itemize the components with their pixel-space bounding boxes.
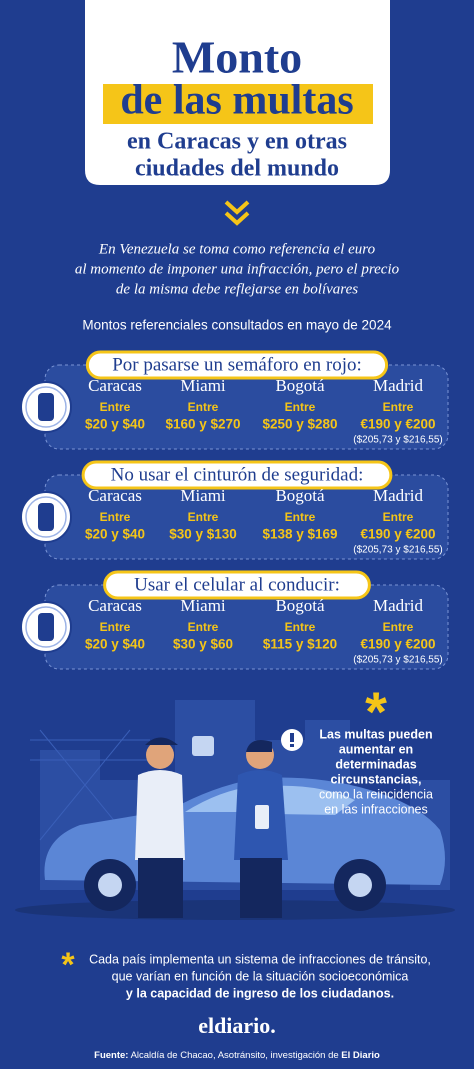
callout-line: Las multas pueden [319, 727, 432, 741]
city-name: Madrid [373, 596, 424, 615]
brand: eldiario. [198, 1013, 276, 1038]
fine-range: €190 y €200 [360, 637, 435, 652]
city-name: Bogotá [275, 596, 325, 615]
section-title-pill [85, 350, 389, 380]
fine-range: $20 y $40 [85, 417, 145, 432]
fine-prefix: Entre [383, 620, 414, 634]
city-name: Bogotá [275, 486, 325, 505]
fine-note: ($205,73 y $216,55) [353, 545, 443, 556]
section-title-pill [103, 570, 371, 600]
chevrons [224, 200, 250, 226]
footnote-asterisk: * [61, 946, 75, 984]
fine-prefix: Entre [383, 400, 414, 414]
fine-prefix: Entre [100, 400, 131, 414]
source: Fuente: Alcaldía de Chacao, Asotránsito,… [94, 1050, 380, 1061]
section-title: Por pasarse un semáforo en rojo: [112, 354, 362, 375]
title-line: de las multas [120, 78, 353, 124]
city-name: Bogotá [275, 376, 325, 395]
fine-prefix: Entre [100, 620, 131, 634]
illustration [15, 700, 455, 920]
city-name: Madrid [373, 376, 424, 395]
fine-range: $30 y $60 [173, 637, 233, 652]
svg-text:*: * [365, 680, 387, 743]
title-highlight [103, 84, 373, 124]
fine-prefix: Entre [285, 620, 316, 634]
fine-prefix: Entre [285, 400, 316, 414]
fine-range: $30 y $130 [169, 527, 237, 542]
section-icon-glyph [38, 393, 54, 421]
section-title: No usar el cinturón de seguridad: [111, 464, 364, 485]
section-icon-glyph [38, 613, 54, 641]
city-name: Caracas [88, 486, 142, 505]
fine-range: €190 y €200 [360, 527, 435, 542]
section-icon-ring [25, 386, 67, 428]
section-title-pill [81, 460, 393, 490]
fine-prefix: Entre [188, 400, 219, 414]
section-icon-ring [25, 606, 67, 648]
callout-line: como la reincidencia [319, 787, 433, 801]
callout-line: aumentar en [339, 742, 413, 756]
city-name: Miami [180, 486, 226, 505]
city-name: Caracas [88, 376, 142, 395]
subtitle: Montos referenciales consultados en mayo… [82, 318, 392, 333]
footnote-line: que varían en función de la situación so… [112, 969, 409, 983]
fine-prefix: Entre [188, 510, 219, 524]
footnote-line: y la capacidad de ingreso de los ciudada… [126, 986, 394, 1000]
callout-line: circunstancias, [330, 772, 421, 786]
intro-line: de la misma debe reflejarse en bolívares [116, 281, 358, 297]
fine-range: $115 y $120 [263, 637, 337, 652]
intro-line: En Venezuela se toma como referencia el … [98, 241, 376, 257]
section-title: Usar el celular al conducir: [134, 574, 340, 595]
section-icon-glyph [38, 503, 54, 531]
fine-prefix: Entre [383, 510, 414, 524]
city-name: Caracas [88, 596, 142, 615]
fine-prefix: Entre [285, 510, 316, 524]
callout-line: en las infracciones [324, 802, 428, 816]
fine-range: $160 y $270 [165, 417, 240, 432]
fine-prefix: Entre [100, 510, 131, 524]
title-line: Monto [172, 32, 302, 83]
fine-range: $138 y $169 [262, 527, 337, 542]
title-line: ciudades del mundo [135, 156, 339, 182]
intro-line: al momento de imponer una infracción, pe… [75, 261, 400, 277]
fine-range: $20 y $40 [85, 637, 145, 652]
fine-range: $20 y $40 [85, 527, 145, 542]
source-bold: El Diario [341, 1050, 380, 1061]
city-name: Madrid [373, 486, 424, 505]
source-label: Fuente: [94, 1050, 128, 1061]
fine-note: ($205,73 y $216,55) [353, 435, 443, 446]
fine-note: ($205,73 y $216,55) [353, 655, 443, 666]
source-text: Alcaldía de Chacao, Asotránsito, investi… [131, 1050, 339, 1061]
section-icon-ring [25, 496, 67, 538]
callout-asterisk: * [365, 680, 387, 743]
fine-range: $250 y $280 [262, 417, 337, 432]
city-name: Miami [180, 376, 226, 395]
callout-line: determinadas [335, 757, 416, 771]
fine-range: €190 y €200 [360, 417, 435, 432]
fine-prefix: Entre [188, 620, 219, 634]
footnote-line: Cada país implementa un sistema de infra… [89, 952, 431, 966]
title-line: en Caracas y en otras [127, 129, 347, 155]
city-name: Miami [180, 596, 226, 615]
